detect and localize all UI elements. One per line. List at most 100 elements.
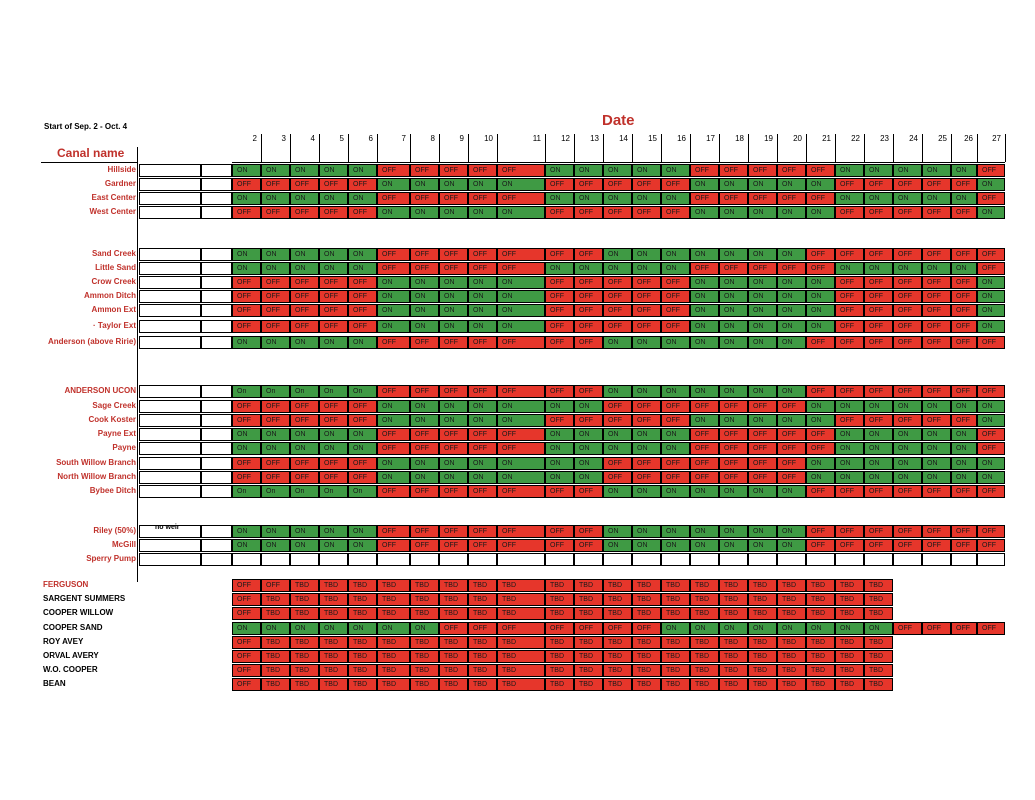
status-cell: TBD bbox=[497, 650, 545, 663]
status-cell: OFF bbox=[468, 192, 497, 205]
status-cell: OFF bbox=[951, 178, 977, 191]
canal-name: East Center bbox=[91, 193, 136, 202]
status-cell: TBD bbox=[410, 664, 439, 677]
status-cell: TBD bbox=[661, 579, 690, 592]
status-cell: OFF bbox=[951, 539, 977, 552]
status-cell: OFF bbox=[545, 304, 574, 317]
status-cell: OFF bbox=[290, 304, 319, 317]
status-cell: ON bbox=[977, 276, 1005, 289]
status-cell: ON bbox=[377, 206, 410, 219]
status-cell: OFF bbox=[835, 385, 864, 398]
status-cell: TBD bbox=[261, 664, 290, 677]
status-cell: OFF bbox=[574, 336, 603, 349]
date-tick bbox=[574, 134, 575, 162]
canal-name: Cook Koster bbox=[88, 415, 136, 424]
status-cell: OFF bbox=[232, 471, 261, 484]
status-cell: ON bbox=[864, 457, 893, 470]
status-cell: ON bbox=[777, 178, 806, 191]
status-cell: OFF bbox=[545, 206, 574, 219]
status-cell: TBD bbox=[468, 650, 497, 663]
status-cell: OFF bbox=[893, 178, 922, 191]
status-cell: OFF bbox=[632, 414, 661, 427]
status-cell: ON bbox=[439, 206, 468, 219]
status-cell: ON bbox=[977, 320, 1005, 333]
status-cell: TBD bbox=[574, 607, 603, 620]
status-cell: ON bbox=[497, 178, 545, 191]
status-cell: ON bbox=[632, 539, 661, 552]
status-cell: OFF bbox=[232, 290, 261, 303]
status-cell: OFF bbox=[864, 414, 893, 427]
status-cell: ON bbox=[719, 385, 748, 398]
date-tick bbox=[661, 134, 662, 162]
date-label: 22 bbox=[851, 134, 860, 143]
date-label: 14 bbox=[619, 134, 628, 143]
status-cell: OFF bbox=[951, 206, 977, 219]
status-cell: OFF bbox=[603, 320, 632, 333]
status-cell: OFF bbox=[777, 400, 806, 413]
status-cell: OFF bbox=[719, 457, 748, 470]
status-cell: TBD bbox=[777, 664, 806, 677]
status-cell: OFF bbox=[232, 414, 261, 427]
status-cell: ON bbox=[748, 304, 777, 317]
date-tick bbox=[922, 134, 923, 162]
status-cell: ON bbox=[661, 442, 690, 455]
status-cell: OFF bbox=[951, 385, 977, 398]
status-cell: OFF bbox=[951, 525, 977, 538]
status-cell: TBD bbox=[835, 636, 864, 649]
status-cell: OFF bbox=[661, 457, 690, 470]
status-cell: ON bbox=[661, 248, 690, 261]
canal-name: Sage Creek bbox=[92, 401, 136, 410]
status-cell bbox=[977, 553, 1005, 566]
status-cell: OFF bbox=[690, 262, 719, 275]
status-cell: ON bbox=[439, 320, 468, 333]
status-cell: TBD bbox=[439, 579, 468, 592]
status-cell: ON bbox=[806, 622, 835, 635]
status-cell: ON bbox=[348, 442, 377, 455]
status-cell: OFF bbox=[661, 304, 690, 317]
status-cell: OFF bbox=[410, 262, 439, 275]
status-cell: ON bbox=[261, 192, 290, 205]
status-cell: TBD bbox=[835, 650, 864, 663]
status-cell: TBD bbox=[497, 664, 545, 677]
date-tick bbox=[319, 134, 320, 162]
status-cell: TBD bbox=[377, 579, 410, 592]
status-cell: OFF bbox=[348, 276, 377, 289]
status-cell: OFF bbox=[690, 400, 719, 413]
status-cell: ON bbox=[574, 471, 603, 484]
status-cell: OFF bbox=[319, 304, 348, 317]
status-cell: OFF bbox=[661, 206, 690, 219]
status-cell: OFF bbox=[864, 485, 893, 498]
status-cell: OFF bbox=[690, 428, 719, 441]
status-cell: ON bbox=[410, 276, 439, 289]
status-cell: ON bbox=[893, 457, 922, 470]
status-cell bbox=[468, 553, 497, 566]
status-cell: On bbox=[319, 385, 348, 398]
status-cell bbox=[410, 553, 439, 566]
status-cell: TBD bbox=[545, 579, 574, 592]
status-cell: TBD bbox=[545, 607, 574, 620]
status-cell: ON bbox=[864, 192, 893, 205]
status-cell: OFF bbox=[893, 320, 922, 333]
status-cell: OFF bbox=[777, 164, 806, 177]
status-cell: ON bbox=[319, 192, 348, 205]
blank-column-cell bbox=[139, 336, 201, 349]
status-cell: ON bbox=[922, 442, 951, 455]
status-cell: OFF bbox=[835, 290, 864, 303]
status-cell: TBD bbox=[410, 636, 439, 649]
status-cell: ON bbox=[377, 178, 410, 191]
status-cell: TBD bbox=[661, 636, 690, 649]
status-cell: OFF bbox=[632, 206, 661, 219]
status-cell: TBD bbox=[497, 636, 545, 649]
date-label: 8 bbox=[430, 134, 435, 143]
status-cell: TBD bbox=[377, 593, 410, 606]
status-cell bbox=[777, 553, 806, 566]
status-cell: ON bbox=[977, 471, 1005, 484]
status-cell: ON bbox=[319, 622, 348, 635]
status-cell: TBD bbox=[410, 607, 439, 620]
status-cell: ON bbox=[864, 471, 893, 484]
canal-name: Gardner bbox=[104, 179, 136, 188]
status-cell: OFF bbox=[319, 178, 348, 191]
status-cell: TBD bbox=[632, 664, 661, 677]
status-cell: ON bbox=[410, 290, 439, 303]
status-cell: OFF bbox=[377, 428, 410, 441]
